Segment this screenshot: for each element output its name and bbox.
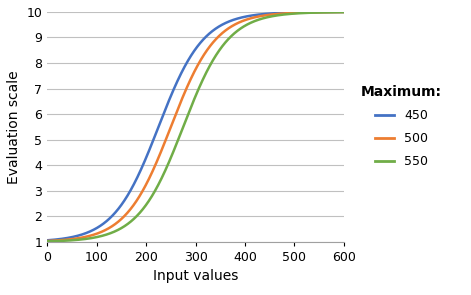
500 <box>44 239 50 243</box>
500 <box>181 93 187 97</box>
550 <box>59 239 65 242</box>
450 <box>341 10 347 14</box>
Line: 450: 450 <box>47 12 344 240</box>
450 <box>181 67 187 70</box>
450 <box>333 10 338 14</box>
500 <box>333 10 338 14</box>
450 <box>188 53 194 57</box>
550 <box>44 240 50 243</box>
500 <box>188 76 194 79</box>
450 <box>44 239 50 242</box>
550 <box>188 104 194 108</box>
550 <box>278 13 284 17</box>
500 <box>341 10 347 14</box>
Line: 500: 500 <box>47 12 344 241</box>
550 <box>333 10 338 14</box>
450 <box>59 237 65 240</box>
X-axis label: Input values: Input values <box>153 270 238 283</box>
450 <box>332 10 338 14</box>
500 <box>278 12 284 15</box>
550 <box>181 124 187 128</box>
550 <box>332 10 338 14</box>
500 <box>332 10 338 14</box>
550 <box>341 10 347 14</box>
Line: 550: 550 <box>47 12 344 241</box>
Y-axis label: Evaluation scale: Evaluation scale <box>7 70 21 184</box>
450 <box>278 11 284 15</box>
Legend: 450, 500, 550: 450, 500, 550 <box>356 81 447 173</box>
500 <box>59 238 65 242</box>
